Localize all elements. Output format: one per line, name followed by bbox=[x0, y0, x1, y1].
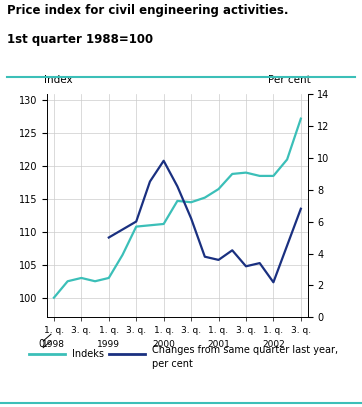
Text: Per cent: Per cent bbox=[268, 74, 310, 85]
Line: Changes from same quarter last year,
per cent: Changes from same quarter last year, per… bbox=[109, 161, 301, 282]
Text: 1998: 1998 bbox=[42, 340, 66, 349]
Text: 1. q.: 1. q. bbox=[99, 326, 119, 335]
Text: 1999: 1999 bbox=[97, 340, 120, 349]
Indeks bbox=[244, 170, 248, 175]
Text: 3. q.: 3. q. bbox=[181, 326, 201, 335]
Line: Indeks: Indeks bbox=[54, 118, 301, 298]
Changes from same quarter last year,
per cent bbox=[230, 248, 235, 253]
Indeks bbox=[79, 276, 84, 280]
Indeks bbox=[257, 173, 262, 178]
Indeks bbox=[189, 200, 193, 205]
Changes from same quarter last year,
per cent bbox=[244, 264, 248, 269]
Changes from same quarter last year,
per cent bbox=[148, 179, 152, 184]
Text: 3. q.: 3. q. bbox=[126, 326, 146, 335]
Indeks bbox=[93, 279, 97, 284]
Indeks bbox=[299, 116, 303, 121]
Indeks bbox=[271, 173, 275, 178]
Text: Changes from same quarter last year,: Changes from same quarter last year, bbox=[152, 345, 338, 355]
Text: 3. q.: 3. q. bbox=[291, 326, 311, 335]
Text: 0: 0 bbox=[38, 339, 45, 349]
Indeks bbox=[203, 195, 207, 200]
Changes from same quarter last year,
per cent bbox=[299, 206, 303, 211]
Text: 1. q.: 1. q. bbox=[44, 326, 64, 335]
Text: 3. q.: 3. q. bbox=[71, 326, 92, 335]
Indeks bbox=[107, 276, 111, 280]
Indeks bbox=[66, 279, 70, 284]
Indeks bbox=[148, 223, 152, 228]
Changes from same quarter last year,
per cent bbox=[134, 219, 138, 224]
Text: 2002: 2002 bbox=[262, 340, 285, 349]
Indeks bbox=[175, 199, 180, 204]
Indeks bbox=[285, 157, 289, 162]
Text: 2001: 2001 bbox=[207, 340, 230, 349]
Changes from same quarter last year,
per cent bbox=[120, 227, 125, 232]
Changes from same quarter last year,
per cent bbox=[216, 258, 221, 263]
Changes from same quarter last year,
per cent bbox=[285, 243, 289, 248]
Indeks bbox=[216, 187, 221, 192]
Changes from same quarter last year,
per cent bbox=[189, 216, 193, 221]
Text: Index: Index bbox=[45, 74, 73, 85]
Changes from same quarter last year,
per cent bbox=[175, 184, 180, 189]
Text: 1. q.: 1. q. bbox=[263, 326, 283, 335]
Text: Indeks: Indeks bbox=[72, 349, 104, 359]
Indeks bbox=[134, 224, 138, 229]
Indeks bbox=[161, 221, 166, 226]
Indeks bbox=[52, 295, 56, 300]
Text: Price index for civil engineering activities.: Price index for civil engineering activi… bbox=[7, 4, 289, 17]
Text: 2000: 2000 bbox=[152, 340, 175, 349]
Text: 1st quarter 1988=100: 1st quarter 1988=100 bbox=[7, 33, 153, 46]
Indeks bbox=[230, 171, 235, 176]
Changes from same quarter last year,
per cent bbox=[271, 280, 275, 285]
Text: 3. q.: 3. q. bbox=[236, 326, 256, 335]
Text: 1. q.: 1. q. bbox=[153, 326, 174, 335]
Changes from same quarter last year,
per cent bbox=[161, 158, 166, 163]
Text: per cent: per cent bbox=[152, 359, 193, 369]
Changes from same quarter last year,
per cent bbox=[107, 235, 111, 240]
Changes from same quarter last year,
per cent bbox=[203, 254, 207, 259]
Changes from same quarter last year,
per cent bbox=[257, 260, 262, 265]
Text: 1. q.: 1. q. bbox=[209, 326, 228, 335]
Indeks bbox=[120, 252, 125, 257]
